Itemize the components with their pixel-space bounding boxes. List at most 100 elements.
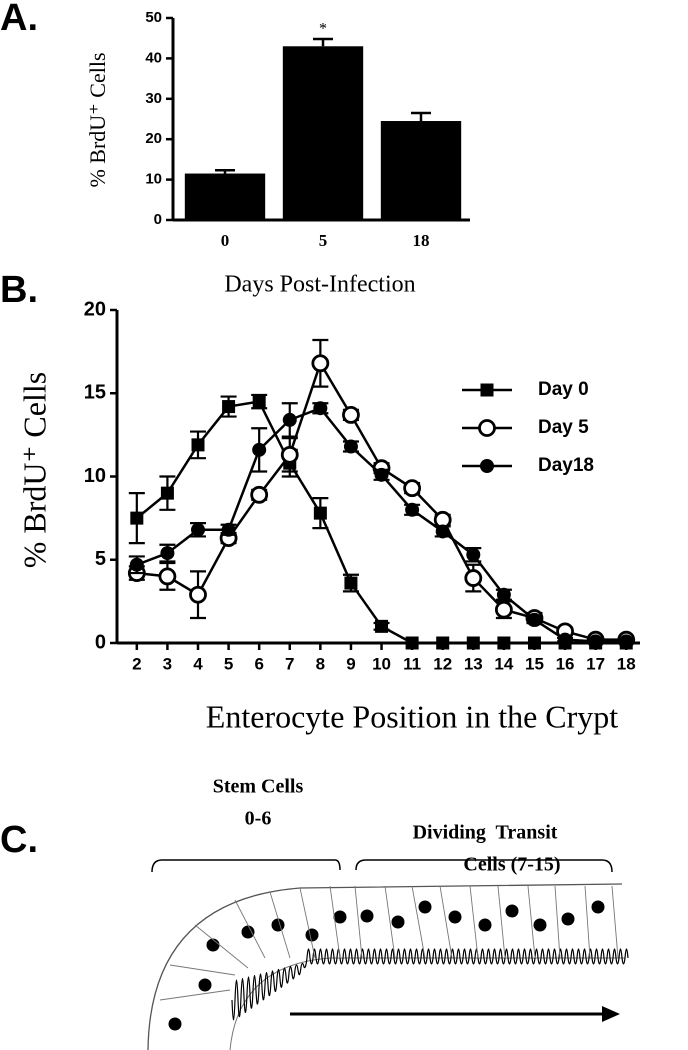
x-tick-label: 13 (464, 654, 483, 673)
x-tick-label: 11 (403, 654, 421, 673)
diagram-label: Cells (7-15) (463, 854, 560, 876)
x-tick-label: 15 (525, 654, 544, 673)
y-axis-label: % BrdU⁺ Cells (16, 372, 52, 568)
legend-marker (478, 419, 496, 437)
cell-border (584, 885, 591, 959)
marker (280, 445, 299, 464)
panel-label: A. (0, 0, 38, 39)
cell-border (497, 885, 506, 959)
cell-border (469, 885, 479, 959)
legend-label: Day 5 (538, 417, 589, 438)
marker (527, 612, 542, 627)
cell-border (169, 964, 236, 976)
marker (221, 522, 236, 537)
marker (158, 567, 177, 586)
marker (160, 486, 174, 500)
bar (282, 46, 364, 220)
x-axis-label: Days Post-Infection (224, 272, 415, 298)
marker (375, 619, 389, 633)
marker (496, 587, 511, 602)
nucleus (591, 900, 605, 914)
bar (380, 121, 462, 220)
x-axis-label: Enterocyte Position in the Crypt (206, 698, 619, 734)
crypt-inner (229, 957, 625, 1050)
marker (558, 632, 573, 647)
diagram-label: 0-6 (245, 808, 272, 830)
marker (282, 412, 297, 427)
nucleus (533, 918, 547, 932)
marker (466, 636, 480, 650)
y-tick-label: 15 (84, 382, 106, 404)
nucleus (561, 912, 575, 926)
x-tick-label: 2 (132, 654, 141, 673)
y-tick-label: 10 (84, 465, 106, 487)
legend-label: Day18 (538, 455, 594, 476)
error-bar (313, 37, 333, 47)
x-tick-label: 18 (413, 231, 430, 250)
marker (191, 438, 205, 452)
x-tick-label: 0 (221, 231, 230, 250)
marker (250, 485, 269, 504)
marker (497, 636, 511, 650)
nucleus (198, 978, 212, 992)
error-bar (215, 169, 235, 174)
legend-label: Day 0 (538, 379, 589, 400)
y-tick-label: 0 (154, 211, 162, 228)
panel-label: C. (0, 819, 38, 861)
nucleus (478, 918, 492, 932)
x-tick-label: 5 (319, 231, 328, 250)
cell-border (159, 989, 231, 1001)
panel-label: B. (0, 269, 38, 311)
series-line (136, 360, 627, 641)
x-tick-label: 4 (193, 654, 203, 673)
x-tick-label: 17 (586, 654, 605, 673)
x-tick-label: 12 (433, 654, 452, 673)
cell-border (234, 899, 266, 959)
x-tick-label: 10 (372, 654, 391, 673)
x-tick-label: 8 (316, 654, 325, 673)
marker (311, 354, 330, 373)
marker (344, 576, 358, 590)
x-tick-label: 6 (254, 654, 263, 673)
nucleus (206, 938, 220, 952)
bar (184, 173, 266, 220)
cell-border (439, 885, 453, 959)
marker (527, 636, 541, 650)
marker (405, 502, 420, 517)
legend-marker (480, 459, 494, 473)
chart: 0 5 10 15 20 % BrdU⁺ Cells Enterocyte Position… (16, 298, 640, 734)
marker (189, 585, 207, 604)
crypt-diagram: Stem Cells 0-6 Dividing Transit Cells (7… (147, 776, 629, 1050)
y-tick-label: 50 (145, 9, 162, 26)
cell-border (329, 885, 341, 959)
y-tick-label: 0 (95, 631, 106, 653)
marker (494, 600, 513, 619)
marker (435, 524, 450, 539)
legend-marker (480, 383, 494, 397)
brace (151, 859, 341, 873)
marker (130, 511, 144, 525)
crypt-outline (147, 883, 623, 1050)
marker (222, 400, 236, 414)
cell-border (269, 891, 291, 959)
marker (343, 439, 358, 454)
x-tick-label: 16 (556, 654, 575, 673)
x-tick-label: 14 (494, 654, 513, 673)
marker (252, 442, 267, 457)
cell-border (611, 885, 619, 959)
cell-border (527, 885, 536, 959)
nucleus (391, 915, 405, 929)
brace (355, 859, 613, 873)
cell-border (411, 885, 426, 959)
nucleus (271, 918, 285, 932)
marker (436, 636, 450, 650)
nucleus (418, 900, 432, 914)
diagram-label: Stem Cells (213, 776, 304, 798)
nucleus (333, 910, 347, 924)
marker (374, 467, 389, 482)
marker (129, 557, 144, 572)
marker (342, 405, 360, 424)
marker (405, 636, 419, 650)
y-axis-label: % BrdU⁺ Cells (85, 52, 110, 187)
